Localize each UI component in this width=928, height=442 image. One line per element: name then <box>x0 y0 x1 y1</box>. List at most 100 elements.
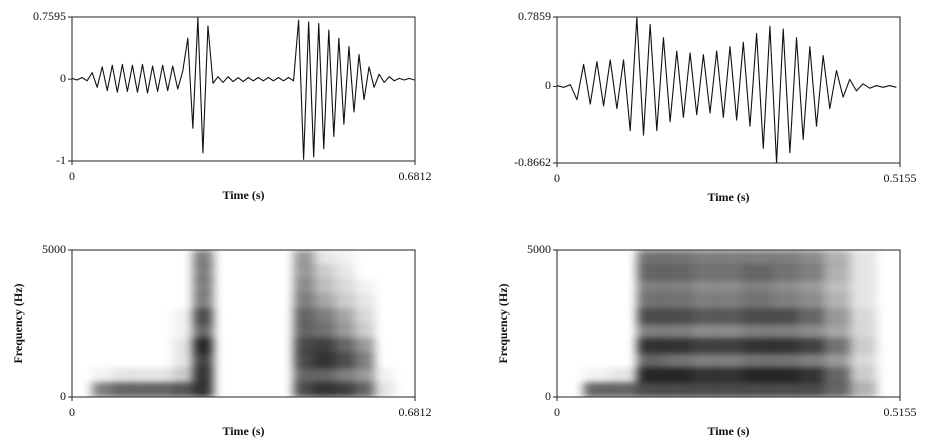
spectrogram-cell <box>690 323 718 339</box>
spectrogram-cell <box>233 250 254 265</box>
spectrogram-cell <box>557 382 584 397</box>
spectrogram-cell <box>557 265 584 280</box>
spectrogram-cell <box>663 279 691 295</box>
spectrogram-cell <box>769 382 798 397</box>
spectrogram-cell <box>313 338 335 354</box>
spectrogram-cell <box>743 323 771 339</box>
spectrogram-cell <box>153 294 174 309</box>
spectrogram-cell <box>233 353 254 368</box>
spectrogram-cell <box>192 250 214 266</box>
spectrogram-cell <box>690 308 718 324</box>
spectrogram-cell <box>636 279 664 295</box>
spectrogram-cell <box>293 294 315 310</box>
spectrogram-cell <box>394 294 415 309</box>
spectrogram-cell <box>557 250 584 265</box>
spectrogram-cell <box>132 353 153 368</box>
spectrogram-cell <box>876 324 903 339</box>
spectrogram-cell <box>849 279 877 295</box>
spectrogram-cell <box>584 265 611 280</box>
spectrogram-cell <box>233 368 254 383</box>
spectrogram-cell <box>293 264 315 280</box>
y-tick-label: 5000 <box>527 242 551 256</box>
spectrogram-cell <box>394 382 415 397</box>
y-tick-label: 0 <box>60 389 66 403</box>
spectrogram-cell <box>172 367 194 383</box>
spectrogram-cell <box>374 265 395 280</box>
spectrogram-cell <box>273 368 294 383</box>
spectrogram-cell <box>716 264 744 280</box>
spectrogram-cell <box>273 309 294 324</box>
spectrogram-cell <box>663 308 691 324</box>
spectrogram-cell <box>313 323 335 339</box>
spectrogram-cell <box>743 279 771 295</box>
spectrogram-cell <box>743 250 771 266</box>
spectrogram-cell <box>374 294 395 309</box>
spectrogram-cell <box>876 382 903 397</box>
spectrogram-cell <box>663 250 691 266</box>
spectrogram-cell <box>313 264 335 280</box>
spectrogram-cell <box>610 294 637 309</box>
spectrogram-cell <box>374 309 395 324</box>
waveform <box>556 16 897 164</box>
spectrogram-cell <box>394 265 415 280</box>
spectrogram-cell <box>353 352 375 369</box>
spectrogram-cell <box>823 264 851 280</box>
spectrogram-cell <box>333 367 355 383</box>
spectrogram-cell <box>769 250 798 266</box>
x-tick-label: 0 <box>69 405 75 419</box>
spectrogram-cell <box>192 323 214 339</box>
spectrogram-cell <box>72 368 93 383</box>
spectrogram-cell <box>173 250 194 265</box>
spectrogram-cell <box>173 265 194 280</box>
spectrogram-cell <box>253 265 274 280</box>
spectrogram-cell <box>610 367 638 383</box>
spectrogram-cell <box>192 308 214 324</box>
spectrogram-cell <box>557 324 584 339</box>
y-tick-label: -1 <box>56 153 66 167</box>
spectrogram-cell <box>796 308 824 324</box>
spectrogram-cell <box>233 324 254 339</box>
spectrogram-cell <box>584 309 611 324</box>
spectrogram-cell <box>253 324 274 339</box>
spectrogram-cell <box>72 250 93 265</box>
spectrogram-cell <box>273 265 294 280</box>
spectrogram-cell <box>132 279 153 294</box>
spectrogram-cell <box>610 382 638 397</box>
plot-frame <box>556 16 901 164</box>
spectrogram-cell <box>333 264 355 280</box>
y-axis-label: Frequency (Hz) <box>11 283 25 363</box>
spectrogram-cell <box>153 279 174 294</box>
spectrogram-cell <box>557 294 584 309</box>
spectrogram-cell <box>72 353 93 368</box>
spectrogram-cell <box>173 294 194 309</box>
spectrogram-cell <box>690 352 718 369</box>
spectrogram-cell <box>610 279 637 294</box>
spectrogram-cell <box>333 338 355 354</box>
spectrogram-cell <box>112 338 133 353</box>
spectrogram-cell <box>584 279 611 294</box>
spectrogram-cell <box>313 279 335 295</box>
y-tick-label: -0.8662 <box>514 155 551 169</box>
spectrogram-cell <box>353 338 375 354</box>
spectrogram-cell <box>213 382 234 397</box>
spectrogram-cell <box>823 338 851 354</box>
spectrogram-cell <box>273 324 294 339</box>
x-tick-label: 0.6812 <box>399 169 432 183</box>
x-tick-label: 0.5155 <box>884 405 917 419</box>
spectrogram-cell <box>153 309 174 324</box>
spectrogram-cell <box>112 353 133 368</box>
spectrogram-cell <box>213 368 234 383</box>
spectrogram-cell <box>636 367 664 383</box>
spectrogram-cell <box>92 294 113 309</box>
spectrogram-cell <box>716 338 744 354</box>
spectrogram-cell <box>610 250 637 265</box>
spectrogram-cell <box>293 382 315 397</box>
spectrogram-cell <box>253 353 274 368</box>
spectrogram-cell <box>663 323 691 339</box>
spectrogram-cell <box>769 279 798 295</box>
spectrogram-cell <box>72 279 93 294</box>
spectrogram-cell <box>253 368 274 383</box>
spectrogram-cell <box>610 265 637 280</box>
